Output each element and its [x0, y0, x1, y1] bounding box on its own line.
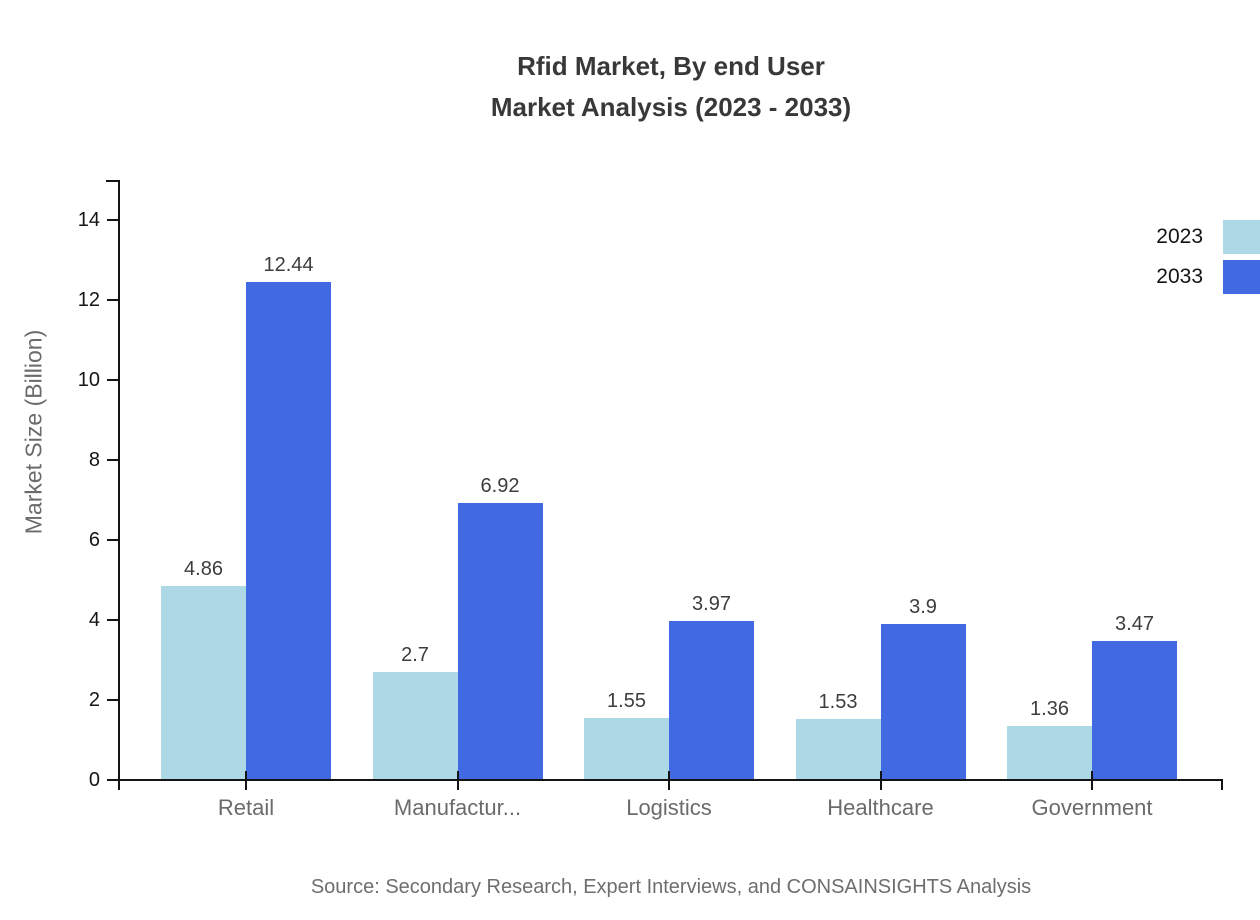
bar-2023-Healthcare [795, 718, 881, 780]
x-axis-end-tick [1221, 780, 1223, 790]
y-tick [107, 299, 118, 301]
y-tick [107, 619, 118, 621]
value-label: 1.36 [1030, 697, 1069, 720]
y-tick-label: 12 [77, 289, 100, 311]
y-tick-label: 6 [88, 529, 100, 551]
bar-2033-Healthcare [880, 624, 966, 780]
bar-2033-Government [1092, 641, 1177, 780]
y-tick-label: 0 [88, 769, 100, 791]
x-tick [245, 771, 247, 790]
x-tick [879, 771, 882, 790]
value-label: 3.47 [1115, 613, 1154, 636]
y-tick [107, 779, 118, 781]
y-tick-label: 10 [77, 369, 100, 391]
value-label: 3.97 [692, 593, 731, 616]
legend-item-2033: 2033 [1105, 260, 1260, 294]
y-tick-label: 2 [88, 689, 100, 711]
bar-2033-Manufactur... [457, 503, 543, 780]
value-label: 3.9 [909, 596, 937, 618]
legend-item-2023: 2023 [1105, 220, 1260, 254]
y-tick-label: 14 [77, 209, 100, 231]
x-tick [456, 771, 459, 790]
bar-2033-Logistics [669, 621, 754, 780]
x-category-label: Logistics [626, 795, 712, 820]
source-note: Source: Secondary Research, Expert Inter… [310, 876, 1032, 898]
bar-2023-Logistics [584, 718, 669, 780]
legend-swatch [1223, 260, 1260, 294]
x-tick [1091, 771, 1093, 790]
legend-label: 2033 [1156, 265, 1203, 288]
x-axis-line [118, 779, 1223, 781]
bar-2033-Retail [246, 282, 331, 780]
value-label: 1.53 [818, 690, 858, 713]
x-axis-start-tick [118, 780, 120, 790]
y-tick [107, 699, 118, 701]
bar-2023-Manufactur... [372, 672, 458, 780]
value-label: 1.55 [607, 690, 646, 712]
bar-2023-Government [1007, 725, 1092, 780]
chart-title: Rfid Market, By end User Market Analysis… [120, 46, 1222, 128]
x-category-label: Manufactur... [393, 795, 522, 820]
y-tick [107, 539, 118, 541]
y-axis-line [118, 180, 120, 782]
y-tick-label: 4 [88, 609, 100, 631]
bar-2023-Retail [161, 585, 246, 780]
value-label: 6.92 [480, 475, 520, 498]
y-tick [107, 219, 118, 221]
legend-swatch [1223, 220, 1260, 254]
y-axis-end-tick [106, 180, 118, 182]
legend: 2023 2033 [1105, 220, 1260, 294]
x-category-label: Retail [217, 795, 275, 820]
value-label: 4.86 [184, 557, 223, 580]
chart-title-line1: Rfid Market, By end User [517, 51, 825, 81]
x-category-label: Government [1031, 795, 1153, 820]
value-label: 2.7 [401, 644, 429, 666]
y-tick [107, 459, 118, 461]
y-tick-label: 8 [88, 449, 100, 471]
x-tick [668, 771, 670, 790]
value-label: 12.44 [263, 254, 314, 277]
legend-label: 2023 [1156, 225, 1203, 248]
y-tick [107, 379, 118, 381]
x-category-label: Healthcare [827, 795, 934, 820]
chart-title-line2: Market Analysis (2023 - 2033) [490, 92, 852, 122]
